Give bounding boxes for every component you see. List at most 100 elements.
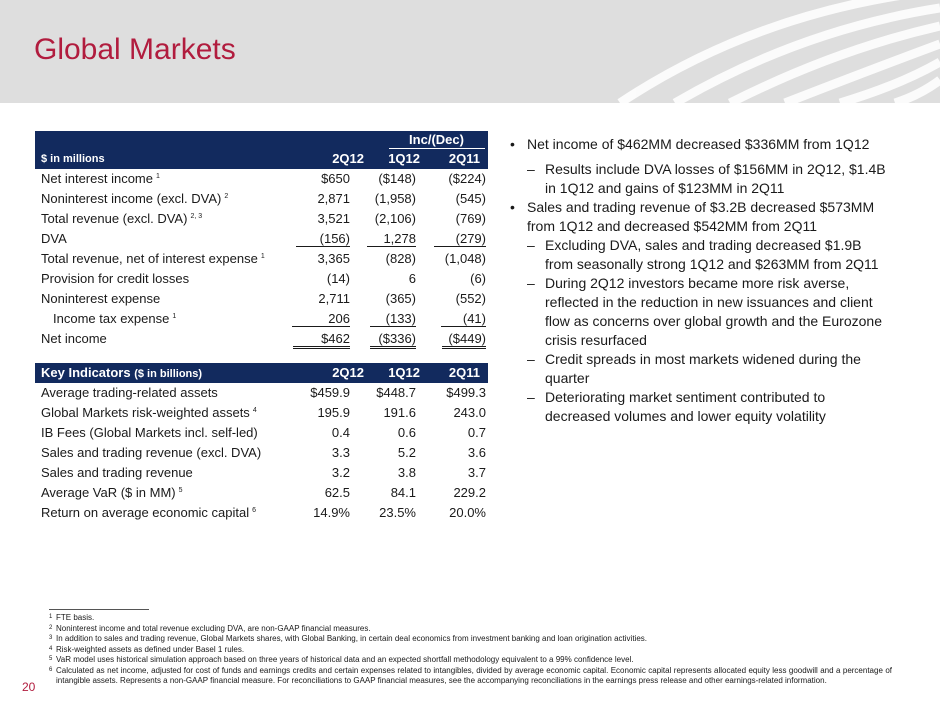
- table-row: Noninterest income (excl. DVA) 2 2,871 (1…: [35, 189, 488, 209]
- cell-value: (6): [470, 271, 486, 286]
- table-row: Provision for credit losses (14) 6 (6): [35, 269, 488, 289]
- table-group-header: Inc/(Dec): [35, 131, 488, 149]
- cell-value: (828): [385, 251, 416, 266]
- cell-value: 20.0%: [449, 505, 486, 520]
- cell-value: 0.6: [397, 425, 416, 440]
- sub-bullet-item: – Results include DVA losses of $156MM i…: [527, 161, 886, 196]
- column-header: 2Q12: [332, 365, 364, 380]
- cell-value: (1,048): [444, 251, 486, 266]
- cell-value: 84.1: [390, 485, 416, 500]
- footnote-divider: [49, 609, 149, 610]
- cell-value: 229.2: [453, 485, 486, 500]
- dash-icon: –: [527, 237, 535, 253]
- cell-value: ($148): [378, 171, 416, 186]
- table-row: Total revenue (excl. DVA) 2, 3 3,521 (2,1…: [35, 209, 488, 229]
- column-header: 1Q12: [388, 365, 420, 380]
- footnote: 5 VaR model uses historical simulation ap…: [49, 655, 634, 664]
- cell-value: 0.7: [467, 425, 486, 440]
- inc-dec-underline: [389, 148, 485, 149]
- table-row: Average trading-related assets $459.9 $4…: [35, 383, 488, 403]
- key-indicators-title: Key Indicators ($ in billions): [41, 365, 203, 380]
- bullet-dot-icon: •: [510, 199, 515, 215]
- cell-value: ($449): [442, 331, 486, 349]
- table-row: IB Fees (Global Markets incl. self-led) …: [35, 423, 488, 443]
- sub-bullet-item: – During 2Q12 investors became more risk…: [527, 275, 882, 348]
- table-row: Total revenue, net of interest expense 1 …: [35, 249, 488, 269]
- bullet-item: • Sales and trading revenue of $3.2B dec…: [510, 199, 875, 234]
- cell-value: 62.5: [324, 485, 350, 500]
- cell-value: 3.8: [397, 465, 416, 480]
- cell-value: 0.4: [331, 425, 350, 440]
- table-row: Sales and trading revenue 3.2 3.8 3.7: [35, 463, 488, 483]
- column-header: 1Q12: [388, 151, 420, 166]
- cell-value: (156): [295, 231, 350, 247]
- row-label: Sales and trading revenue: [41, 465, 193, 480]
- cell-value: (133): [369, 311, 416, 327]
- row-label: Total revenue, net of interest expense 1: [41, 251, 265, 266]
- row-label: Global Markets risk-weighted assets 4: [41, 405, 257, 420]
- cell-value: 6: [408, 271, 416, 286]
- row-label: Sales and trading revenue (excl. DVA): [41, 445, 262, 460]
- units-label: $ in millions: [41, 153, 105, 165]
- cell-value: 3.3: [331, 445, 350, 460]
- row-label: Net income: [41, 331, 107, 346]
- table-row: Income tax expense 1 206 (133) (41): [35, 309, 488, 329]
- table-row: Net interest income 1 $650 ($148) ($224): [35, 169, 488, 189]
- cell-value: (769): [455, 211, 486, 226]
- row-label: Average trading-related assets: [41, 385, 218, 400]
- table-row: Noninterest expense 2,711 (365) (552): [35, 289, 488, 309]
- cell-value: ($336): [370, 331, 416, 349]
- cell-value: 1,278: [367, 231, 416, 247]
- cell-value: 3.7: [467, 465, 486, 480]
- cell-value: 3,365: [317, 251, 350, 266]
- cell-value: 2,711: [318, 291, 350, 306]
- sub-bullet-item: – Excluding DVA, sales and trading decre…: [527, 237, 879, 272]
- table-row: Net income $462 ($336) ($449): [35, 329, 488, 349]
- dash-icon: –: [527, 389, 535, 405]
- footnote: 3 In addition to sales and trading revenu…: [49, 634, 647, 643]
- cell-value: 2,871: [317, 191, 350, 206]
- page-title: Global Markets: [34, 33, 236, 66]
- flagscape-logo: [617, 0, 940, 103]
- row-label: Total revenue (excl. DVA) 2, 3: [41, 211, 203, 226]
- row-label: Average VaR ($ in MM) 5: [41, 485, 183, 500]
- cell-value: 3.2: [331, 465, 350, 480]
- cell-value: (365): [385, 291, 416, 306]
- row-label: DVA: [41, 231, 67, 246]
- bullet-dot-icon: •: [510, 136, 515, 152]
- dash-icon: –: [527, 161, 535, 177]
- cell-value: $459.9: [310, 385, 350, 400]
- inc-dec-label: Inc/(Dec): [409, 132, 464, 147]
- cell-value: $462: [293, 331, 350, 349]
- key-indicators-header: Key Indicators ($ in billions) 2Q12 1Q12…: [35, 363, 488, 383]
- table-row: Global Markets risk-weighted assets 4 195…: [35, 403, 488, 423]
- footnote: 1 FTE basis.: [49, 613, 95, 622]
- cell-value: (41): [440, 311, 486, 327]
- cell-value: 23.5%: [379, 505, 416, 520]
- cell-value: (1,958): [374, 191, 416, 206]
- row-label: Return on average economic capital 6: [41, 505, 257, 520]
- footnotes: 1 FTE basis. 2 Noninterest income and tota…: [49, 613, 892, 687]
- cell-value: (2,106): [374, 211, 416, 226]
- row-label: Noninterest income (excl. DVA) 2: [41, 191, 229, 206]
- dash-icon: –: [527, 275, 535, 291]
- sub-bullet-item: – Credit spreads in most markets widened…: [527, 351, 861, 386]
- column-header: 2Q11: [448, 151, 480, 166]
- table-row: Return on average economic capital 6 14.9…: [35, 503, 488, 523]
- row-label: IB Fees (Global Markets incl. self-led): [41, 425, 258, 440]
- bullet-item: • Net income of $462MM decreased $336MM …: [510, 136, 870, 152]
- cell-value: 243.0: [453, 405, 486, 420]
- cell-value: ($224): [448, 171, 486, 186]
- table-row: DVA (156) 1,278 (279): [35, 229, 488, 249]
- cell-value: 206: [292, 311, 350, 327]
- cell-value: (279): [433, 231, 486, 247]
- footnote: 4 Risk-weighted assets as defined under B…: [49, 644, 245, 654]
- table-row: Average VaR ($ in MM) 5 62.5 84.1 229.2: [35, 483, 488, 503]
- row-label: Noninterest expense: [41, 291, 161, 306]
- cell-value: 3.6: [467, 445, 486, 460]
- cell-value: $499.3: [446, 385, 486, 400]
- footnote: 6 Calculated as net income, adjusted for …: [49, 665, 892, 686]
- column-header: 2Q11: [448, 365, 480, 380]
- cell-value: (552): [455, 291, 486, 306]
- cell-value: $448.7: [376, 385, 416, 400]
